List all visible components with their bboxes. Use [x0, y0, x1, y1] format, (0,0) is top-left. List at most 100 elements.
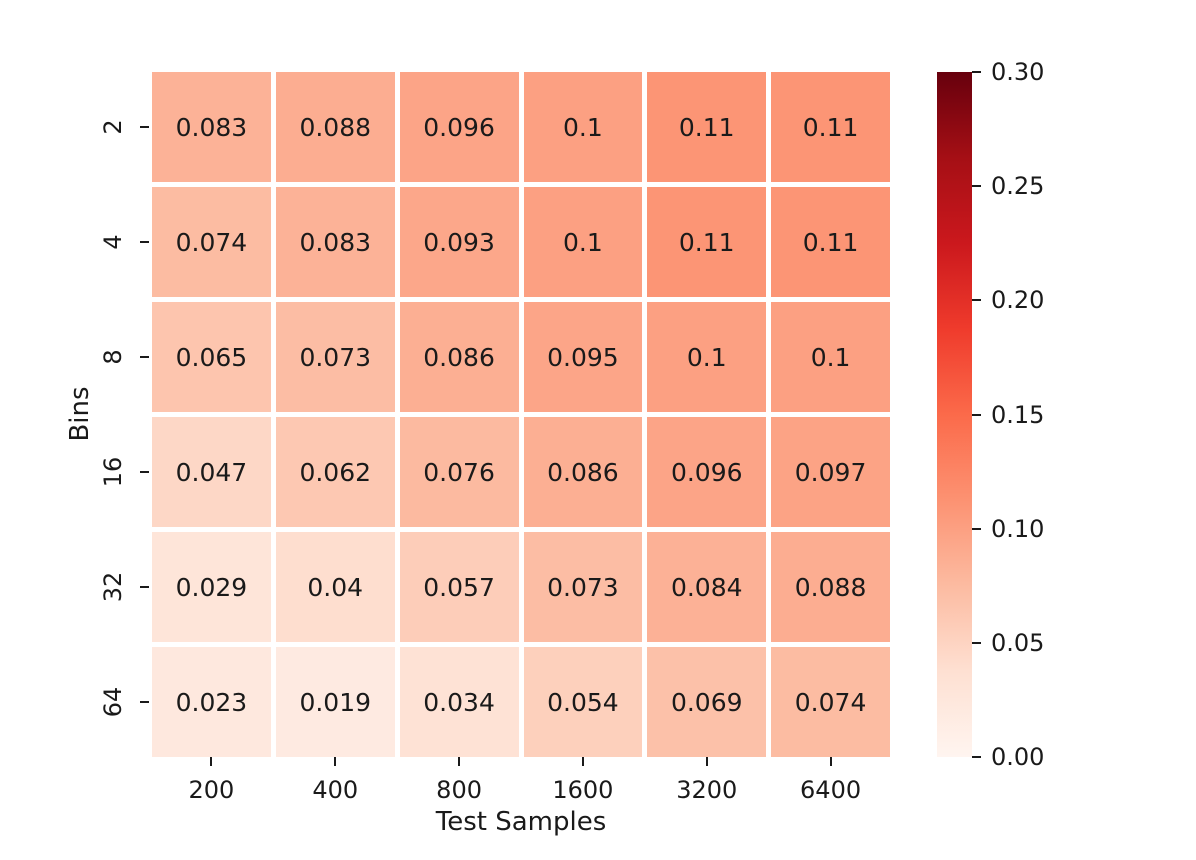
- heatmap-cell: 0.034: [399, 647, 519, 757]
- cell-value-label: 0.083: [299, 227, 372, 257]
- x-axis-tick-label: 200: [188, 776, 235, 804]
- cell-value-label: 0.04: [307, 572, 364, 602]
- heatmap-cell: 0.11: [647, 187, 767, 297]
- y-axis-tick-label: 32: [99, 571, 127, 603]
- heatmap-cell: 0.073: [275, 302, 395, 412]
- cell-value-label: 0.086: [423, 342, 495, 372]
- cell-value-label: 0.083: [175, 112, 248, 142]
- heatmap-cell: 0.083: [275, 187, 395, 297]
- cell-value-label: 0.029: [175, 572, 248, 602]
- cell-value-label: 0.047: [175, 457, 248, 487]
- cell-value-label: 0.054: [547, 687, 619, 717]
- heatmap-cell: 0.095: [523, 302, 643, 412]
- cell-value-label: 0.093: [423, 227, 495, 257]
- heatmap-cell: 0.084: [647, 532, 767, 642]
- colorbar-tick-label: 0.10: [991, 514, 1045, 543]
- cell-value-label: 0.034: [423, 687, 495, 717]
- cell-value-label: 0.023: [175, 687, 248, 717]
- cell-value-label: 0.097: [794, 457, 867, 487]
- heatmap-cell: 0.047: [152, 417, 271, 527]
- y-axis-tick-label: 64: [99, 686, 127, 718]
- x-axis-tick-label: 6400: [800, 776, 862, 804]
- heatmap-cell: 0.097: [771, 417, 890, 527]
- colorbar-tick-label: 0.20: [991, 286, 1045, 315]
- x-axis-tick: [458, 757, 461, 766]
- heatmap-cell: 0.073: [523, 532, 643, 642]
- colorbar-tick: [972, 299, 981, 302]
- colorbar-tick-label: 0.05: [991, 628, 1045, 657]
- heatmap-cell: 0.088: [275, 72, 395, 182]
- heatmap-cell: 0.1: [523, 72, 643, 182]
- colorbar-tick: [972, 71, 981, 73]
- cell-value-label: 0.088: [794, 572, 867, 602]
- cell-value-label: 0.11: [802, 227, 859, 257]
- heatmap-cell: 0.086: [523, 417, 643, 527]
- cell-value-label: 0.1: [563, 112, 603, 142]
- heatmap-cell: 0.11: [647, 72, 767, 182]
- cell-value-label: 0.057: [423, 572, 495, 602]
- x-axis-tick: [829, 757, 832, 766]
- colorbar-tick: [972, 185, 981, 188]
- heatmap-cell: 0.074: [771, 647, 890, 757]
- x-axis-tick: [334, 757, 337, 766]
- x-axis-tick-label: 400: [312, 776, 359, 804]
- cell-value-label: 0.073: [299, 342, 372, 372]
- heatmap-cell: 0.074: [152, 187, 271, 297]
- heatmap-cell: 0.083: [152, 72, 271, 182]
- colorbar-tick: [972, 413, 981, 416]
- heatmap-cell: 0.057: [399, 532, 519, 642]
- heatmap-cell: 0.069: [647, 647, 767, 757]
- cell-value-label: 0.086: [547, 457, 619, 487]
- cell-value-label: 0.1: [563, 227, 603, 257]
- cell-value-label: 0.076: [423, 457, 495, 487]
- colorbar-tick-label: 0.30: [991, 58, 1045, 86]
- cell-value-label: 0.096: [423, 112, 495, 142]
- colorbar-tick: [972, 641, 981, 644]
- heatmap-cell: 0.11: [771, 72, 890, 182]
- heatmap-cell: 0.065: [152, 302, 271, 412]
- heatmap-cell: 0.1: [771, 302, 890, 412]
- cell-value-label: 0.1: [810, 342, 851, 372]
- heatmap-cell: 0.093: [399, 187, 519, 297]
- heatmap-cell: 0.076: [399, 417, 519, 527]
- x-axis-tick: [705, 757, 708, 766]
- heatmap-cell: 0.023: [152, 647, 271, 757]
- cell-value-label: 0.074: [175, 227, 248, 257]
- heatmap-cell: 0.086: [399, 302, 519, 412]
- cell-value-label: 0.073: [547, 572, 619, 602]
- y-axis-title: Bins: [65, 386, 95, 442]
- heatmap-grid: 0.083 0.088 0.096 0.1 0.11 0.11 0.074 0.083 0.09…: [152, 72, 890, 757]
- x-axis-title: Test Samples: [435, 807, 607, 837]
- cell-value-label: 0.065: [175, 342, 248, 372]
- y-axis-tick: [140, 356, 149, 358]
- heatmap-cell: 0.062: [275, 417, 395, 527]
- cell-value-label: 0.062: [299, 457, 372, 487]
- heatmap-cell: 0.1: [647, 302, 767, 412]
- heatmap-cell: 0.1: [523, 187, 643, 297]
- colorbar: [937, 72, 972, 757]
- colorbar-tick: [972, 527, 981, 530]
- y-axis-tick: [140, 471, 149, 473]
- y-axis-tick: [140, 241, 149, 243]
- heatmap-cell: 0.04: [275, 532, 395, 642]
- y-axis-tick: [140, 586, 149, 588]
- cell-value-label: 0.11: [802, 112, 859, 142]
- heatmap-cell: 0.088: [771, 532, 890, 642]
- cell-value-label: 0.11: [678, 227, 735, 257]
- colorbar-tick-label: 0.00: [991, 743, 1045, 771]
- x-axis-tick-label: 1600: [552, 776, 614, 804]
- x-axis-tick: [210, 757, 213, 766]
- cell-value-label: 0.095: [547, 342, 619, 372]
- x-axis-tick: [581, 757, 584, 766]
- heatmap-cell: 0.054: [523, 647, 643, 757]
- x-axis-tick-label: 800: [436, 776, 482, 804]
- heatmap-cell: 0.096: [647, 417, 767, 527]
- y-axis-tick-label: 4: [99, 234, 127, 250]
- x-axis-tick-label: 3200: [676, 776, 738, 804]
- cell-value-label: 0.096: [670, 457, 743, 487]
- cell-value-label: 0.084: [670, 572, 743, 602]
- y-axis-tick: [140, 126, 149, 128]
- cell-value-label: 0.11: [678, 112, 735, 142]
- colorbar-tick: [972, 756, 981, 758]
